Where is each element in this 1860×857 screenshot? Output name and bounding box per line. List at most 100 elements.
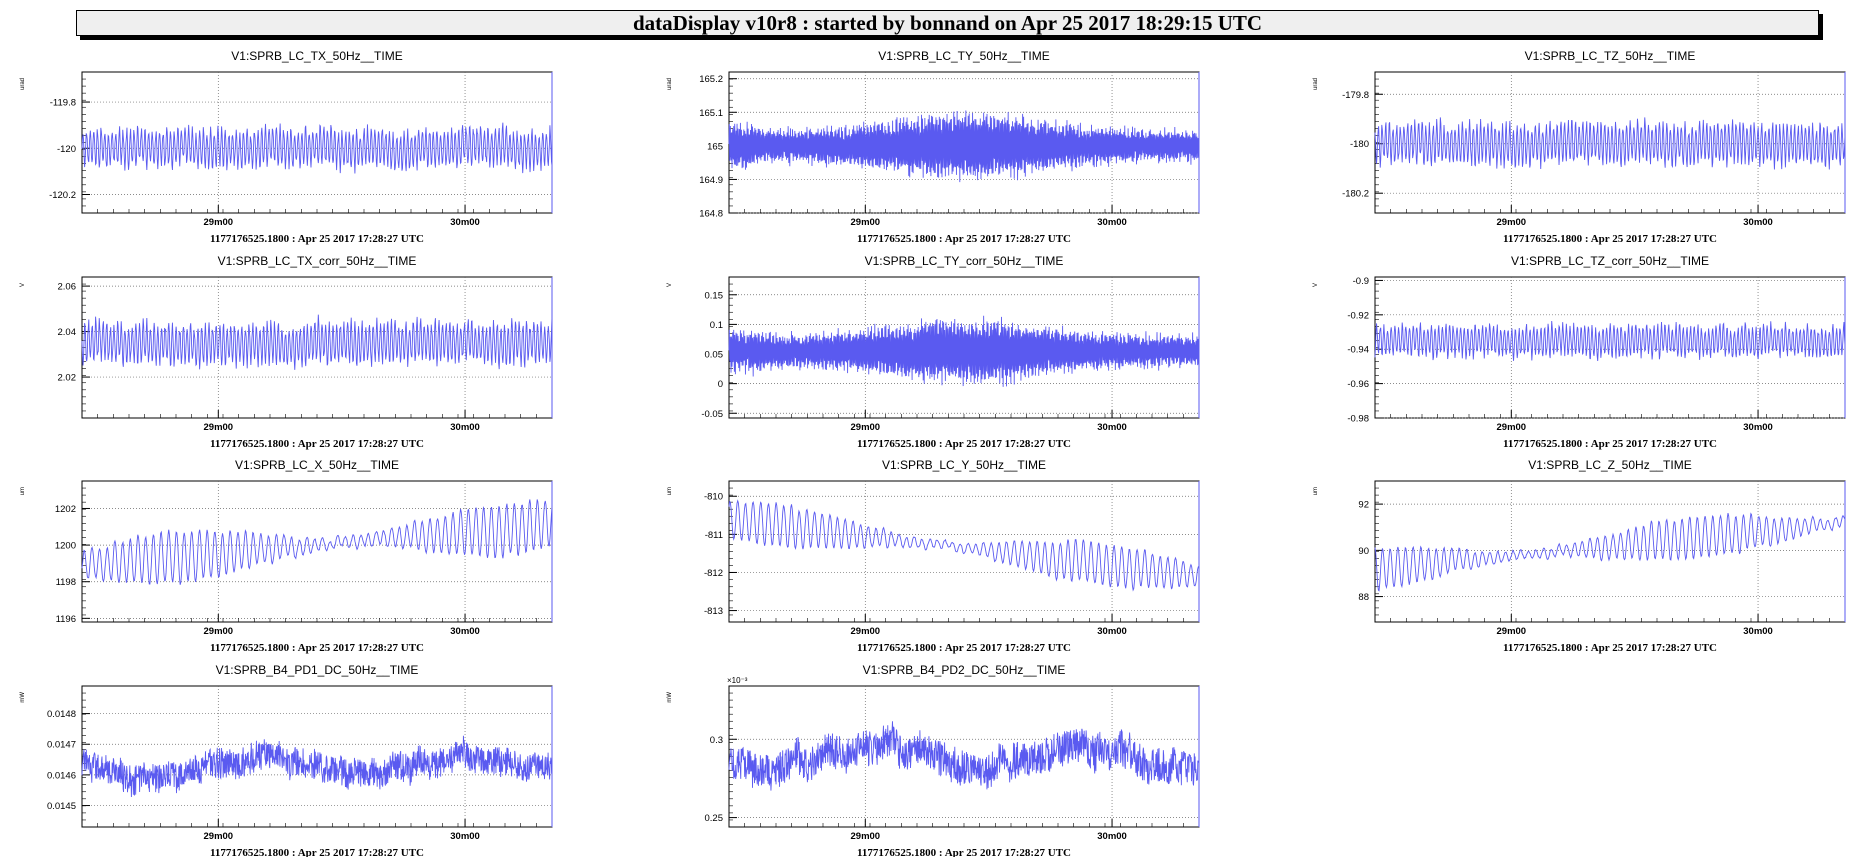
series-line [81, 314, 553, 370]
y-axis-exponent: ×10⁻³ [727, 676, 748, 685]
y-tick-label: -812 [704, 568, 723, 579]
x-axis-label: 1177176525.1800 : Apr 25 2017 17:28:27 U… [1503, 642, 1717, 654]
y-tick-label: 90 [1358, 546, 1369, 557]
y-tick-label: -180 [1350, 139, 1369, 150]
x-tick-label: 29m00 [204, 422, 234, 433]
y-tick-label: 0 [718, 379, 723, 390]
plot-frame [1374, 276, 1846, 419]
x-tick-label: 30m00 [1743, 217, 1773, 228]
y-tick-label: 0.15 [705, 290, 724, 301]
y-tick-label: 0.0148 [47, 709, 76, 720]
x-tick-label: 30m00 [1097, 626, 1127, 637]
x-tick-label: 29m00 [851, 217, 881, 228]
x-axis-label: 1177176525.1800 : Apr 25 2017 17:28:27 U… [1503, 438, 1717, 450]
x-tick-label: 29m00 [851, 422, 881, 433]
x-tick-label: 30m00 [450, 831, 480, 842]
y-tick-label: 2.02 [58, 373, 77, 384]
x-tick-label: 29m00 [1497, 626, 1527, 637]
y-tick-label: -813 [704, 606, 723, 617]
y-tick-label: 0.0145 [47, 801, 76, 812]
chart-title: V1:SPRB_LC_TZ_corr_50Hz__TIME [1511, 254, 1709, 268]
x-tick-label: 30m00 [450, 422, 480, 433]
y-tick-label: -119.8 [50, 98, 76, 109]
x-axis-label: 1177176525.1800 : Apr 25 2017 17:28:27 U… [857, 642, 1071, 654]
x-axis-label: 1177176525.1800 : Apr 25 2017 17:28:27 U… [1503, 233, 1717, 245]
y-tick-label: 2.06 [58, 282, 77, 293]
y-axis-label: mW [20, 692, 26, 703]
y-tick-label: 164.9 [699, 175, 723, 186]
y-tick-label: 1196 [56, 614, 76, 625]
chart-title: V1:SPRB_LC_Y_50Hz__TIME [882, 458, 1046, 472]
chart-title: V1:SPRB_LC_X_50Hz__TIME [235, 458, 399, 472]
plot-frame [81, 480, 553, 623]
y-tick-label: -810 [704, 492, 723, 503]
x-axis-label: 1177176525.1800 : Apr 25 2017 17:28:27 U… [210, 233, 424, 245]
chart-panel-11: V1:SPRB_B4_PD2_DC_50Hz__TIME mW ×10⁻³ 0.3 0.… [667, 663, 1200, 857]
chart-title: V1:SPRB_LC_TX_corr_50Hz__TIME [218, 254, 417, 268]
x-tick-label: 30m00 [1743, 422, 1773, 433]
y-tick-label: 2.04 [58, 327, 77, 338]
x-tick-label: 29m00 [1497, 217, 1527, 228]
x-axis-label: 1177176525.1800 : Apr 25 2017 17:28:27 U… [857, 233, 1071, 245]
x-tick-label: 30m00 [1097, 217, 1127, 228]
y-tick-label: -811 [705, 530, 723, 541]
y-tick-label: -179.8 [1342, 90, 1369, 101]
y-axis-label: um [667, 487, 673, 495]
series-line [81, 735, 553, 798]
series-line [728, 499, 1200, 592]
series-line [728, 721, 1200, 791]
y-tick-label: 92 [1358, 500, 1369, 511]
y-tick-label: 0.05 [705, 350, 724, 361]
chart-panel-4: V1:SPRB_LC_TX_corr_50Hz__TIME V 2.06 2.04 2.… [20, 254, 553, 450]
y-axis-label: V [667, 283, 673, 287]
y-tick-label: 0.0146 [47, 770, 76, 781]
y-axis-label: V [20, 283, 26, 287]
series-line [81, 499, 553, 585]
y-tick-label: 0.25 [705, 813, 724, 824]
series-line [1374, 320, 1846, 361]
y-tick-label: 0.3 [710, 735, 723, 746]
x-tick-label: 29m00 [851, 626, 881, 637]
series-line [81, 122, 553, 174]
chart-title: V1:SPRB_LC_TY_50Hz__TIME [878, 49, 1049, 63]
x-axis-label: 1177176525.1800 : Apr 25 2017 17:28:27 U… [210, 847, 424, 857]
x-axis-label: 1177176525.1800 : Apr 25 2017 17:28:27 U… [857, 438, 1071, 450]
y-axis-label: urad [20, 78, 26, 90]
y-tick-label: 164.8 [699, 209, 723, 220]
y-tick-label: -0.05 [701, 409, 723, 420]
x-tick-label: 30m00 [1743, 626, 1773, 637]
y-tick-label: 88 [1358, 592, 1369, 603]
chart-title: V1:SPRB_B4_PD2_DC_50Hz__TIME [863, 663, 1066, 677]
x-tick-label: 29m00 [1497, 422, 1527, 433]
y-tick-label: 165 [707, 141, 723, 152]
window-banner: dataDisplay v10r8 : started by bonnand o… [76, 10, 1819, 36]
y-tick-label: -120 [57, 144, 76, 155]
y-axis-label: mW [667, 692, 673, 703]
series-line [1374, 512, 1846, 592]
y-tick-label: 1202 [55, 504, 76, 515]
x-tick-label: 29m00 [851, 831, 881, 842]
series-line [728, 110, 1200, 183]
y-axis-label: V [1313, 283, 1319, 287]
y-tick-label: 0.1 [710, 320, 723, 331]
y-tick-label: -0.92 [1347, 310, 1369, 321]
x-tick-label: 30m00 [450, 626, 480, 637]
series-line [728, 315, 1200, 387]
y-tick-label: -0.98 [1347, 414, 1369, 425]
y-tick-label: -0.96 [1347, 379, 1369, 390]
chart-title: V1:SPRB_LC_TX_50Hz__TIME [231, 49, 402, 63]
y-tick-label: 0.0147 [47, 740, 76, 751]
x-tick-label: 29m00 [204, 831, 234, 842]
y-axis-label: urad [1313, 78, 1319, 90]
x-tick-label: 29m00 [204, 217, 234, 228]
chart-title: V1:SPRB_LC_Z_50Hz__TIME [1528, 458, 1691, 472]
series-line [1374, 117, 1846, 170]
y-axis-label: um [20, 487, 26, 495]
